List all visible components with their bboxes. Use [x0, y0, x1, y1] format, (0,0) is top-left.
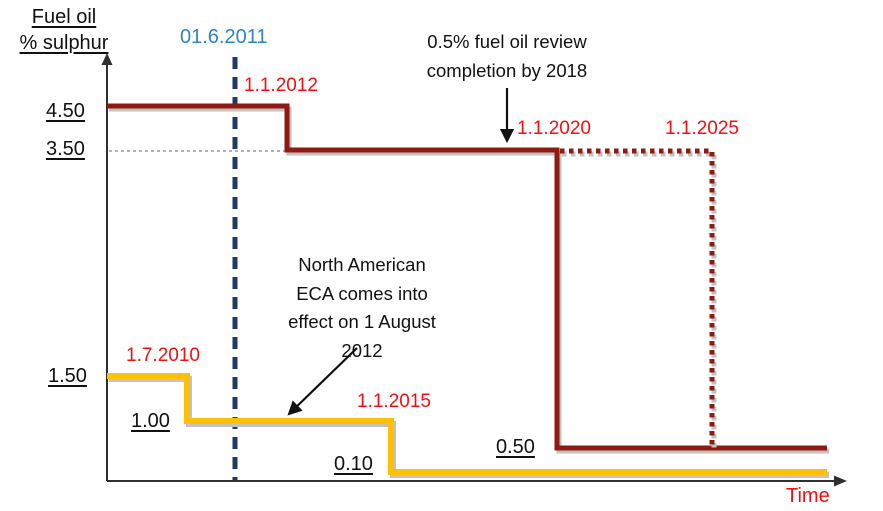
y-tick-4-50: 4.50	[46, 100, 85, 122]
series-eca-limit-solid	[107, 373, 827, 475]
series-global-cap-dotted-shadow	[562, 151, 717, 449]
series-eca-limit-solid-shadow	[109, 376, 829, 478]
x-axis-arrowhead-icon	[834, 475, 847, 487]
series-global-cap-solid-shadow	[109, 106, 829, 454]
series-global-cap-solid	[107, 103, 827, 451]
y-tick-0-50: 0.50	[496, 436, 535, 458]
date-label-1-1-2020: 1.1.2020	[517, 118, 591, 139]
eca-annotation-arrow-icon	[287, 347, 358, 416]
date-label-1-1-2015: 1.1.2015	[357, 391, 431, 412]
y-tick-1-50: 1.50	[48, 365, 87, 387]
y-axis-arrowhead-icon	[101, 53, 113, 65]
y-tick-0-10: 0.10	[334, 453, 373, 475]
y-tick-3-50: 3.50	[46, 138, 85, 160]
date-label-1-7-2010: 1.7.2010	[126, 345, 200, 366]
series-layer	[107, 103, 829, 478]
y-tick-1-00: 1.00	[131, 410, 170, 432]
series-global-cap-dotted	[560, 148, 715, 446]
date-label-1-1-2025: 1.1.2025	[665, 118, 739, 139]
y-axis-title-line2: % sulphur	[19, 32, 109, 54]
date-label-01-6-2011: 01.6.2011	[180, 26, 268, 48]
date-label-1-1-2012: 1.1.2012	[244, 75, 318, 96]
y-axis-title-line1: Fuel oil	[31, 6, 97, 28]
x-axis-label: Time	[786, 485, 830, 507]
annotation-north-american-eca: North American ECA comes into effect on …	[288, 254, 436, 361]
annotation-review-2018: 0.5% fuel oil review completion by 2018	[426, 31, 588, 81]
y-axis-title: Fuel oil % sulphur	[6, 4, 122, 56]
